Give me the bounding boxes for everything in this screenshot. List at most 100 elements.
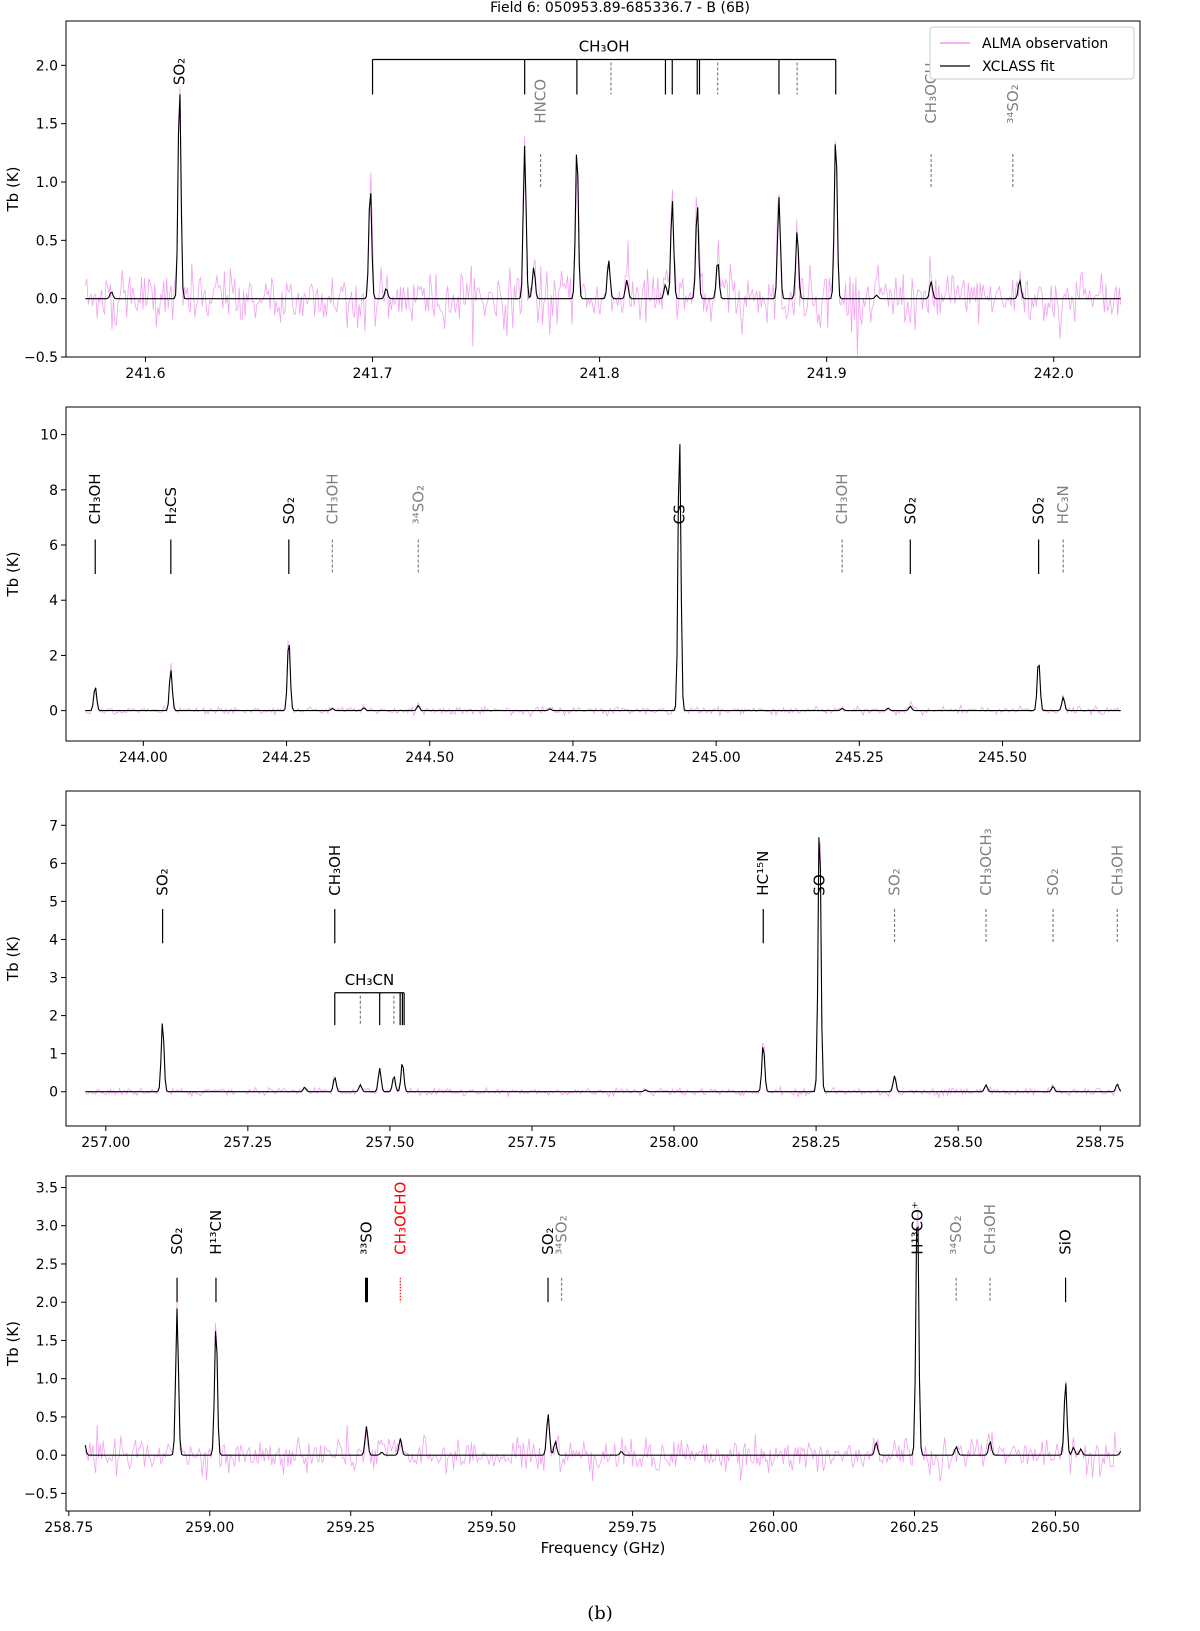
x-tick-label: 259.50	[467, 1520, 516, 1536]
line-id-label: H₂CS	[162, 487, 180, 524]
x-tick-label: 259.00	[185, 1520, 234, 1536]
observation-line	[84, 86, 1122, 356]
x-tick-label: 259.75	[608, 1520, 657, 1536]
x-tick-label: 260.25	[890, 1520, 939, 1536]
spectrum-panel-4: 258.75 259.00 259.25 259.50 259.75 260.00 260.…	[4, 1175, 1141, 1557]
line-id-label: SO₂	[280, 497, 298, 524]
spectrum-panel-1: 241.6 241.7 241.8 241.9 242.0 −0.5 0.0 0.5 1.0 1.…	[4, 20, 1141, 382]
x-tick-label: 257.00	[81, 1135, 130, 1151]
x-tick-label: 244.00	[119, 750, 168, 766]
line-id-label: ³⁴SO₂	[1004, 84, 1022, 123]
line-id-label: SO₂	[1044, 868, 1062, 895]
figure-caption: (b)	[587, 1603, 613, 1624]
y-tick-label: 3.0	[36, 1219, 58, 1235]
y-tick-label: 2.0	[36, 58, 58, 74]
line-id-label: CH₃OCH₃	[977, 828, 995, 895]
line-id-label: ³³SO	[357, 1221, 375, 1254]
y-tick-label: −0.5	[24, 350, 58, 366]
x-tick-label: 260.50	[1031, 1520, 1080, 1536]
line-id-label: CH₃OH	[981, 1204, 999, 1255]
observation-line	[85, 842, 1121, 1099]
figure-title: Field 6: 050953.89-685336.7 - B (6B)	[490, 0, 750, 16]
y-tick-label: 2.0	[36, 1295, 58, 1311]
y-tick-label: 0	[49, 1085, 58, 1101]
axes-frame	[65, 20, 1141, 358]
x-tick-label: 241.9	[807, 366, 847, 382]
xclass-fit-line	[85, 94, 1121, 300]
x-tick-label: 259.25	[326, 1520, 375, 1536]
line-id-label: SO₂	[154, 868, 172, 895]
x-tick-label: 258.00	[650, 1135, 699, 1151]
line-id-label: ³⁴SO₂	[947, 1215, 965, 1254]
axes-frame	[65, 1175, 1141, 1512]
y-tick-label: 5	[49, 894, 58, 910]
line-id-label: SO₂	[1030, 497, 1048, 524]
line-id-label: SO₂	[168, 1227, 186, 1254]
x-tick-label: 241.8	[580, 366, 620, 382]
line-id-label: SO	[811, 874, 829, 895]
xclass-fit-line	[85, 444, 1121, 712]
y-tick-label: 7	[49, 818, 58, 834]
x-tick-label: 241.6	[125, 366, 165, 382]
x-tick-label: 258.50	[934, 1135, 983, 1151]
y-tick-label: 8	[49, 483, 58, 499]
legend-box	[929, 26, 1135, 80]
line-id-label: SO₂	[171, 58, 189, 85]
line-id-label: SO₂	[901, 497, 919, 524]
line-id-label: CS	[670, 504, 688, 524]
y-tick-label: 2.5	[36, 1257, 58, 1273]
x-tick-label: 245.50	[978, 750, 1027, 766]
y-tick-label: 0	[49, 704, 58, 720]
y-tick-label: 0.0	[36, 292, 58, 308]
xclass-fit-line	[84, 1225, 1122, 1456]
spectrum-panel-2: 244.00 244.25 244.50 244.75 245.00 245.25 245.…	[4, 406, 1141, 766]
y-tick-label: 3.5	[36, 1180, 58, 1196]
line-id-label: HNCO	[532, 79, 550, 124]
x-tick-label: 257.50	[365, 1135, 414, 1151]
observation-line	[84, 453, 1121, 718]
y-tick-label: 10	[40, 428, 58, 444]
x-axis-label: Frequency (GHz)	[541, 1539, 666, 1557]
y-tick-label: 6	[49, 856, 58, 872]
line-id-label: CH₃OH	[323, 473, 341, 524]
x-tick-label: 258.75	[1076, 1135, 1125, 1151]
line-id-label: ³⁴SO₂	[553, 1215, 571, 1254]
line-id-label: CH₃OH	[86, 473, 104, 524]
y-axis-label: Tb (K)	[4, 936, 22, 982]
bracket-label: CH₃CN	[345, 971, 394, 989]
line-id-label: SO₂	[539, 1227, 557, 1254]
spectrum-panel-3: 257.00 257.25 257.50 257.75 258.00 258.25 258.…	[4, 790, 1141, 1151]
x-tick-label: 257.75	[507, 1135, 556, 1151]
x-tick-label: 242.0	[1034, 366, 1074, 382]
line-id-label: SO₂	[886, 868, 904, 895]
y-tick-label: 6	[49, 538, 58, 554]
y-tick-label: 1.0	[36, 1372, 58, 1388]
x-tick-label: 244.25	[262, 750, 311, 766]
line-id-label: H¹³CO⁺	[908, 1201, 926, 1255]
line-id-label: CH₃OCHO	[391, 1182, 409, 1255]
x-tick-label: 245.00	[692, 750, 741, 766]
axes-frame	[65, 790, 1141, 1127]
x-tick-label: 241.7	[352, 366, 392, 382]
y-axis-label: Tb (K)	[4, 167, 22, 213]
line-id-label: HC¹⁵N	[754, 851, 772, 896]
x-tick-label: 244.75	[548, 750, 597, 766]
x-tick-label: 258.75	[44, 1520, 93, 1536]
x-tick-label: 260.00	[749, 1520, 798, 1536]
y-tick-label: −0.5	[24, 1486, 58, 1502]
line-id-label: ³⁴SO₂	[409, 485, 427, 524]
line-id-label: CH₃OH	[833, 473, 851, 524]
xclass-fit-line	[85, 837, 1122, 1093]
x-tick-label: 244.50	[405, 750, 454, 766]
line-id-label: CH₃OH	[1108, 845, 1126, 896]
line-id-label: CH₃OH	[326, 845, 344, 896]
y-tick-label: 2	[49, 1009, 58, 1025]
y-tick-label: 2	[49, 648, 58, 664]
x-tick-label: 258.25	[792, 1135, 841, 1151]
y-tick-label: 4	[49, 593, 58, 609]
y-tick-label: 3	[49, 971, 58, 987]
legend-fit-label: XCLASS fit	[982, 59, 1055, 75]
legend-observation-label: ALMA observation	[982, 36, 1108, 52]
bracket-label: CH₃OH	[579, 38, 630, 56]
x-tick-label: 245.25	[835, 750, 884, 766]
